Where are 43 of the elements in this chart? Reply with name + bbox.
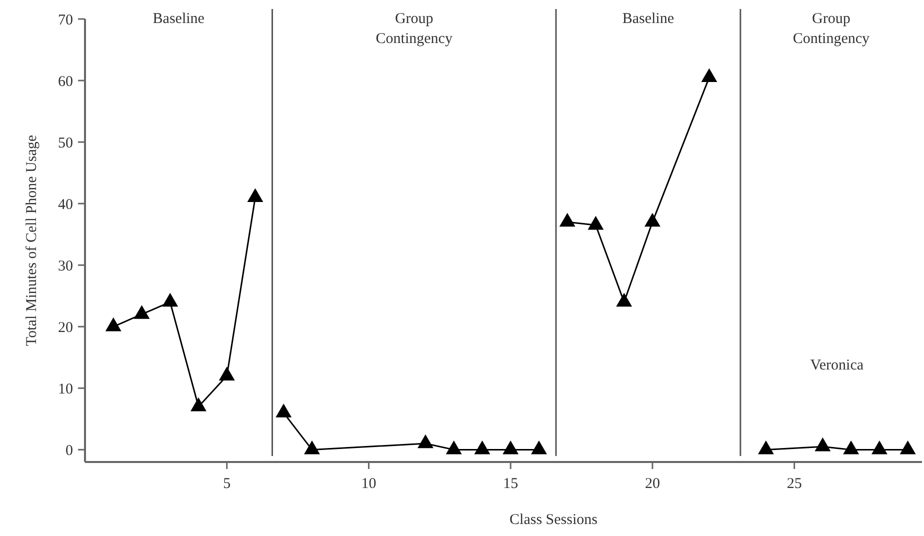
y-tick-label: 70 <box>58 12 73 28</box>
point <box>105 317 122 332</box>
annotation: Baseline <box>622 11 674 27</box>
point <box>644 212 660 227</box>
point <box>843 440 860 454</box>
x-tick-label: 15 <box>503 476 518 492</box>
point <box>530 440 547 454</box>
point <box>134 305 150 319</box>
point <box>559 212 576 227</box>
point <box>162 292 178 307</box>
y-tick-label: 60 <box>58 74 73 90</box>
point <box>758 440 774 454</box>
point <box>616 292 632 307</box>
x-tick-label: 5 <box>223 476 231 492</box>
point <box>588 216 604 230</box>
point <box>701 68 718 82</box>
point <box>304 440 320 454</box>
x-axis-title: Class Sessions <box>510 512 598 528</box>
point <box>900 440 916 454</box>
y-tick-label: 0 <box>66 442 73 459</box>
y-tick-label: 10 <box>58 381 73 398</box>
point <box>871 440 888 454</box>
point <box>446 440 462 454</box>
point <box>276 404 292 418</box>
y-tick-label: 50 <box>58 135 73 152</box>
text: Veronica <box>810 358 864 374</box>
x-tick-label: 25 <box>786 476 802 492</box>
annotation: Group Contingency <box>376 11 453 47</box>
annotation: Group Contingency <box>792 11 870 47</box>
point <box>218 366 235 380</box>
point <box>247 188 264 202</box>
point <box>418 434 434 448</box>
y-axis-title: Total Minutes of Cell Phone Usage <box>24 134 40 346</box>
x-tick-label: 10 <box>361 476 376 492</box>
y-tick-label: 20 <box>58 320 73 336</box>
y-tick-label: 40 <box>58 196 73 213</box>
x-tick-label: 20 <box>644 476 660 492</box>
y-tick-label: 30 <box>58 258 73 274</box>
point <box>502 440 519 454</box>
point <box>814 437 831 452</box>
annotation: Baseline <box>152 11 205 27</box>
point <box>474 440 490 454</box>
point <box>190 397 206 412</box>
